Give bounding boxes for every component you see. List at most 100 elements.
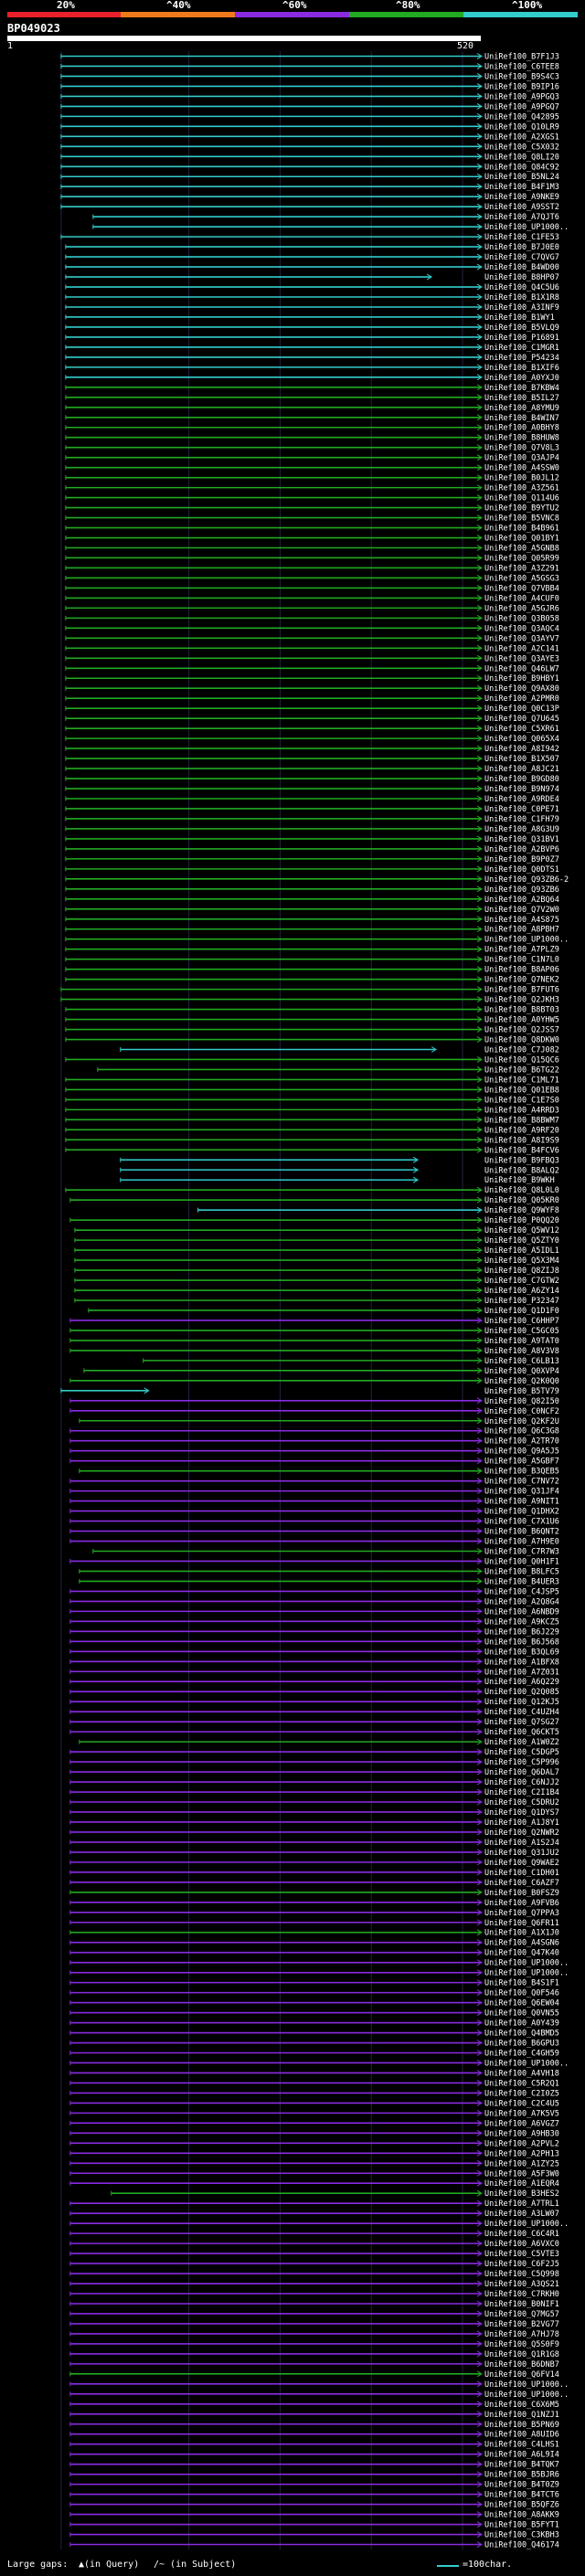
subject-label[interactable]: UniRef100_C7QVG7 (484, 253, 559, 262)
subject-label[interactable]: UniRef100_Q6FV14 (484, 2370, 559, 2380)
subject-label[interactable]: UniRef100_Q93ZB6 (484, 885, 559, 895)
subject-label[interactable]: UniRef100_B9S4C3 (484, 72, 559, 81)
subject-label[interactable]: UniRef100_Q3AYE3 (484, 654, 559, 663)
subject-label[interactable]: UniRef100_UP1000.. (484, 2390, 569, 2400)
subject-label[interactable]: UniRef100_C6LB13 (484, 1357, 559, 1366)
subject-label[interactable]: UniRef100_C5GC05 (484, 1327, 559, 1336)
subject-label[interactable]: UniRef100_A1ZY25 (484, 2159, 559, 2168)
subject-label[interactable]: UniRef100_Q5WV12 (484, 1226, 559, 1235)
subject-label[interactable]: UniRef100_B5TV79 (484, 1387, 559, 1396)
subject-label[interactable]: UniRef100_C5R2Q1 (484, 2079, 559, 2088)
subject-label[interactable]: UniRef100_Q7SG27 (484, 1718, 559, 1727)
subject-label[interactable]: UniRef100_A5GNB8 (484, 545, 559, 554)
subject-label[interactable]: UniRef100_Q15QC6 (484, 1055, 559, 1065)
subject-label[interactable]: UniRef100_UP1000.. (484, 2380, 569, 2390)
subject-label[interactable]: UniRef100_A9KCZ5 (484, 1617, 559, 1627)
subject-label[interactable]: UniRef100_Q1R1G8 (484, 2350, 559, 2359)
subject-label[interactable]: UniRef100_UP1000.. (484, 936, 569, 945)
subject-label[interactable]: UniRef100_A2XGS1 (484, 133, 559, 142)
subject-label[interactable]: UniRef100_A3Z291 (484, 564, 559, 573)
subject-label[interactable]: UniRef100_B5BJR6 (484, 2471, 559, 2480)
subject-label[interactable]: UniRef100_B9WKH (484, 1176, 555, 1185)
subject-label[interactable]: UniRef100_P0QQ20 (484, 1216, 559, 1225)
subject-label[interactable]: UniRef100_B4F1M3 (484, 183, 559, 192)
subject-label[interactable]: UniRef100_C1E7S0 (484, 1096, 559, 1105)
subject-label[interactable]: UniRef100_C7R7W3 (484, 1547, 559, 1556)
subject-label[interactable]: UniRef100_A4RRD3 (484, 1106, 559, 1115)
subject-label[interactable]: UniRef100_Q4C5U6 (484, 283, 559, 292)
subject-label[interactable]: UniRef100_P16891 (484, 334, 559, 343)
subject-label[interactable]: UniRef100_Q3AJP4 (484, 454, 559, 463)
subject-label[interactable]: UniRef100_B4FCV6 (484, 1146, 559, 1155)
subject-label[interactable]: UniRef100_A2Q8G4 (484, 1597, 559, 1606)
subject-label[interactable]: UniRef100_A6VXC0 (484, 2240, 559, 2249)
subject-label[interactable]: UniRef100_B5VLQ9 (484, 323, 559, 333)
subject-label[interactable]: UniRef100_C1FE53 (484, 233, 559, 242)
subject-label[interactable]: UniRef100_B4T0Z9 (484, 2481, 559, 2490)
subject-label[interactable]: UniRef100_A5GBF7 (484, 1458, 559, 1467)
subject-label[interactable]: UniRef100_B9YTU2 (484, 504, 559, 514)
subject-label[interactable]: UniRef100_A4VH18 (484, 2069, 559, 2078)
subject-label[interactable]: UniRef100_C4GH59 (484, 2049, 559, 2058)
subject-label[interactable]: UniRef100_C6C4R1 (484, 2230, 559, 2239)
subject-label[interactable]: UniRef100_Q82I50 (484, 1397, 559, 1406)
subject-label[interactable]: UniRef100_Q6EW04 (484, 1999, 559, 2009)
subject-label[interactable]: UniRef100_Q5S0F9 (484, 2340, 559, 2349)
subject-label[interactable]: UniRef100_Q0DTS1 (484, 865, 559, 875)
subject-label[interactable]: UniRef100_Q1DHX2 (484, 1508, 559, 1517)
subject-label[interactable]: UniRef100_C0PE71 (484, 805, 559, 814)
subject-label[interactable]: UniRef100_B8BWM7 (484, 1116, 559, 1125)
subject-label[interactable]: UniRef100_Q8DKW0 (484, 1036, 559, 1045)
subject-label[interactable]: UniRef100_Q2JKH3 (484, 996, 559, 1005)
subject-label[interactable]: UniRef100_A6L9I4 (484, 2451, 559, 2460)
subject-label[interactable]: UniRef100_Q05R99 (484, 554, 559, 563)
subject-label[interactable]: UniRef100_B0JL12 (484, 474, 559, 483)
subject-label[interactable]: UniRef100_B5NL24 (484, 173, 559, 182)
subject-label[interactable]: UniRef100_Q9WAE2 (484, 1859, 559, 1868)
subject-label[interactable]: UniRef100_Q6CKT5 (484, 1728, 559, 1737)
subject-label[interactable]: UniRef100_C5DGP5 (484, 1748, 559, 1757)
subject-label[interactable]: UniRef100_C5XR61 (484, 725, 559, 734)
subject-label[interactable]: UniRef100_B6J568 (484, 1638, 559, 1647)
subject-label[interactable]: UniRef100_C5Q998 (484, 2270, 559, 2279)
subject-label[interactable]: UniRef100_B1WY1 (484, 313, 555, 323)
subject-label[interactable]: UniRef100_Q0C13P (484, 705, 559, 714)
subject-label[interactable]: UniRef100_A4CUF0 (484, 594, 559, 603)
subject-label[interactable]: UniRef100_C4LHS1 (484, 2441, 559, 2450)
subject-label[interactable]: UniRef100_C2C4U5 (484, 2099, 559, 2108)
subject-label[interactable]: UniRef100_A0Y439 (484, 2019, 559, 2029)
subject-label[interactable]: UniRef100_Q0XVP4 (484, 1367, 559, 1376)
subject-label[interactable]: UniRef100_Q2Q085 (484, 1688, 559, 1697)
subject-label[interactable]: UniRef100_A0YXJ0 (484, 374, 559, 383)
subject-label[interactable]: UniRef100_Q065X4 (484, 735, 559, 744)
subject-label[interactable]: UniRef100_Q01EB8 (484, 1086, 559, 1095)
subject-label[interactable]: UniRef100_A6VGZ7 (484, 2119, 559, 2128)
subject-label[interactable]: UniRef100_B8HP07 (484, 273, 559, 282)
subject-label[interactable]: UniRef100_B5VNC8 (484, 514, 559, 524)
subject-label[interactable]: UniRef100_A9RF20 (484, 1126, 559, 1135)
subject-label[interactable]: UniRef100_Q1DYS7 (484, 1808, 559, 1818)
subject-label[interactable]: UniRef100_Q114U6 (484, 494, 559, 504)
subject-label[interactable]: UniRef100_A7H9E0 (484, 1538, 559, 1547)
subject-label[interactable]: UniRef100_A0YHW5 (484, 1016, 559, 1025)
subject-label[interactable]: UniRef100_Q2NWR2 (484, 1829, 559, 1838)
subject-label[interactable]: UniRef100_B6GPU3 (484, 2040, 559, 2049)
subject-label[interactable]: UniRef100_A8PBH7 (484, 926, 559, 935)
subject-label[interactable]: UniRef100_B8HUW8 (484, 434, 559, 443)
subject-label[interactable]: UniRef100_Q31JU2 (484, 1849, 559, 1858)
subject-label[interactable]: UniRef100_Q3AYV7 (484, 634, 559, 643)
subject-label[interactable]: UniRef100_Q7VBB4 (484, 584, 559, 593)
subject-label[interactable]: UniRef100_Q0VN55 (484, 2009, 559, 2019)
subject-label[interactable]: UniRef100_B2VG77 (484, 2320, 559, 2329)
subject-label[interactable]: UniRef100_Q9WYF8 (484, 1206, 559, 1215)
subject-label[interactable]: UniRef100_A9FVB6 (484, 1899, 559, 1908)
subject-label[interactable]: UniRef100_A7HJ78 (484, 2330, 559, 2339)
subject-label[interactable]: UniRef100_C5P996 (484, 1758, 559, 1767)
subject-label[interactable]: UniRef100_B4S1F1 (484, 1979, 559, 1988)
subject-label[interactable]: UniRef100_A9SST2 (484, 203, 559, 212)
subject-label[interactable]: UniRef100_Q42895 (484, 112, 559, 122)
subject-label[interactable]: UniRef100_Q0H1F1 (484, 1557, 559, 1566)
subject-label[interactable]: UniRef100_A7PLZ9 (484, 946, 559, 955)
subject-label[interactable]: UniRef100_C1FH79 (484, 815, 559, 824)
subject-label[interactable]: UniRef100_Q31BV1 (484, 835, 559, 844)
